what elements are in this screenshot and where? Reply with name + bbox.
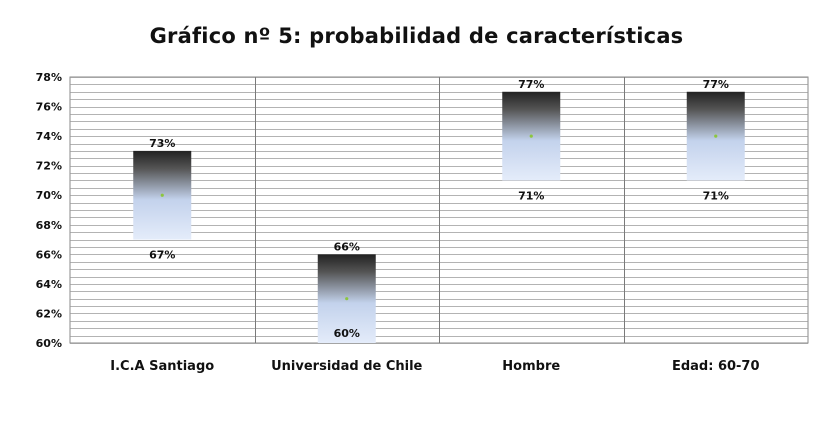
labels: 60% 62% 64% 66% 68% 70% 72% 74% 76% 78% 73% 67% I.C.…: [36, 71, 760, 374]
high-label: 66%: [334, 240, 360, 253]
low-label: 71%: [518, 189, 544, 202]
low-label: 67%: [149, 249, 175, 262]
y-tick-label: 64%: [36, 278, 62, 291]
low-label: 60%: [334, 327, 360, 340]
category-label: Hombre: [502, 359, 560, 374]
grid-lines: [69, 76, 809, 344]
high-label: 77%: [703, 78, 729, 91]
category-label: I.C.A Santiago: [110, 359, 214, 374]
y-tick-label: 66%: [36, 248, 62, 261]
mid-marker: [345, 297, 349, 301]
mid-marker: [529, 134, 533, 138]
mid-marker: [714, 134, 718, 138]
y-tick-label: 78%: [36, 71, 62, 84]
y-tick-label: 76%: [36, 101, 62, 114]
y-tick-label: 72%: [36, 160, 62, 173]
bars: [133, 91, 745, 343]
y-tick-label: 60%: [36, 337, 62, 350]
category-label: Edad: 60-70: [672, 359, 760, 374]
y-tick-label: 70%: [36, 189, 62, 202]
low-label: 71%: [703, 189, 729, 202]
chart-title: Gráfico nº 5: probabilidad de caracterís…: [149, 24, 684, 48]
mid-marker: [160, 193, 164, 197]
category-label: Universidad de Chile: [271, 359, 422, 374]
y-tick-label: 74%: [36, 130, 62, 143]
high-label: 77%: [518, 78, 544, 91]
y-tick-label: 68%: [36, 219, 62, 232]
high-label: 73%: [149, 137, 175, 150]
y-tick-label: 62%: [36, 307, 62, 320]
